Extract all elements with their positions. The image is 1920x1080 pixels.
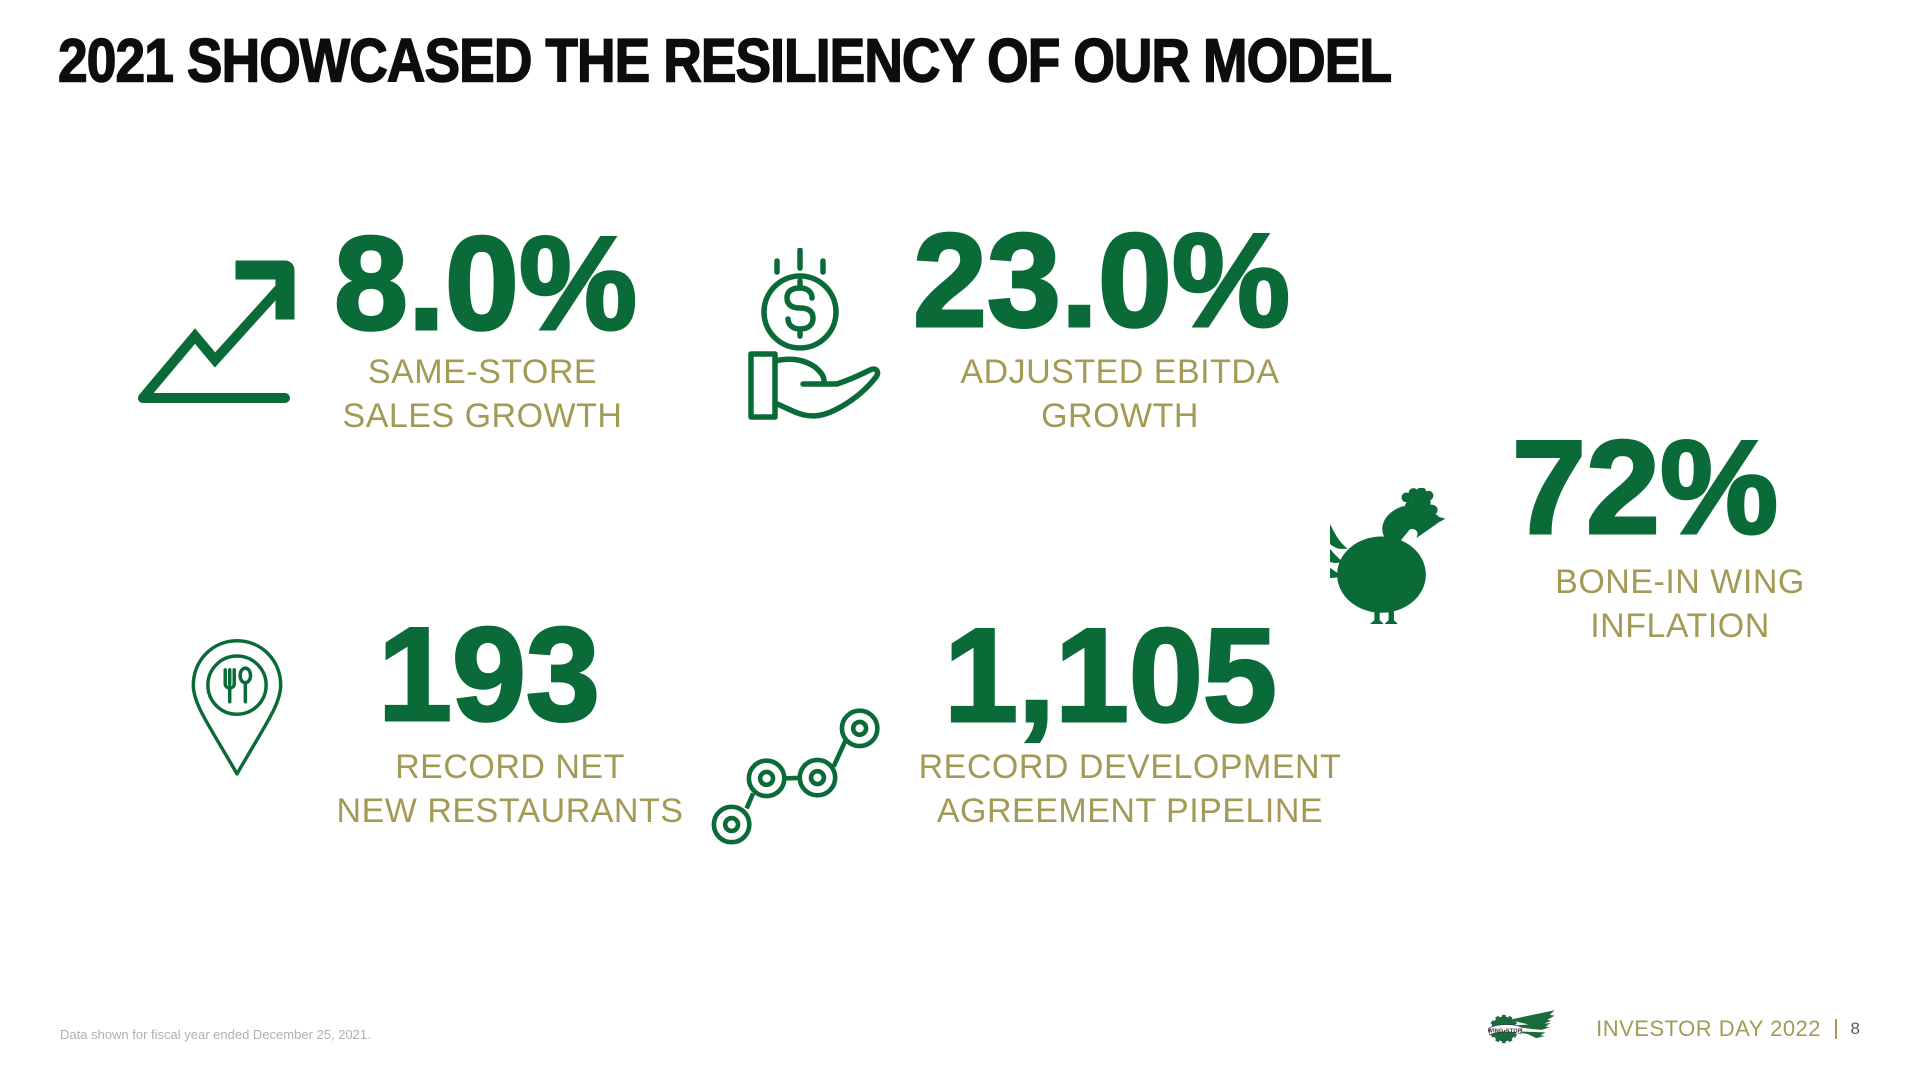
svg-text:WING•STOP: WING•STOP: [1488, 1028, 1522, 1034]
